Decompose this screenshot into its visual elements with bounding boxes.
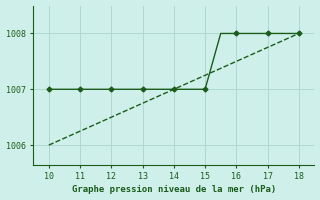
X-axis label: Graphe pression niveau de la mer (hPa): Graphe pression niveau de la mer (hPa) <box>72 185 276 194</box>
